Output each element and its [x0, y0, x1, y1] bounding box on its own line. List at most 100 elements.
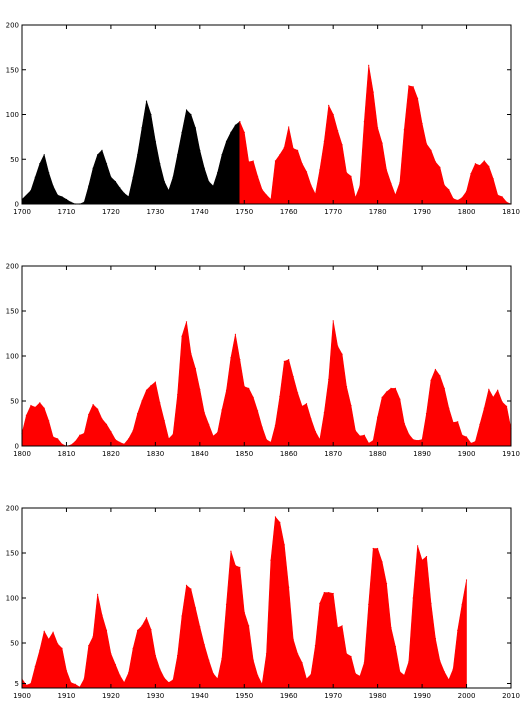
panel-3-series-1-point [314, 645, 316, 647]
panel-2-series-1-point [448, 407, 450, 409]
panel-1-series-1-point [212, 185, 214, 187]
panel-2-series-1-point [359, 435, 361, 437]
panel-1-series-2-point [337, 130, 339, 132]
panel-3-series-1-point [305, 678, 308, 680]
panel-2-series-1-point [43, 407, 45, 409]
panel-3-series-1-point [123, 682, 125, 684]
x-tick-label: 1820 [102, 450, 120, 458]
panel-2-series-1-point [145, 389, 148, 391]
panel-2-series-1-point [292, 376, 294, 378]
panel-3-series-1-area [21, 516, 467, 689]
panel-1-series-2-point [270, 198, 272, 201]
panel-3-series-1-point [421, 559, 423, 561]
x-tick-label: 1840 [191, 450, 209, 458]
panel-3-series-1-point [154, 655, 156, 657]
panel-2-series-1-point [506, 405, 508, 407]
panel-2: 1800 1810 1820 1830 1840 1850 1860 1870 1880 1890… [6, 263, 520, 459]
panel-3-series-1-point [332, 592, 334, 595]
panel-2-series-1-point [274, 424, 276, 426]
panel-2-series-1-point [425, 413, 428, 415]
panel-2-series-1-point [412, 439, 414, 441]
x-tick-label: 1810 [502, 208, 520, 216]
panel-1-series-1-point [141, 127, 143, 129]
panel-2-series-1-point [417, 440, 419, 442]
panel-1-series-2-point [288, 126, 290, 128]
panel-1-series-2-point [470, 173, 472, 175]
panel-1-series-1-point [199, 149, 201, 151]
panel-1-series-1-point [221, 154, 223, 156]
panel-3-series-1-point [430, 602, 432, 605]
panel-3-series-1-point [225, 603, 228, 605]
panel-2-series-1-point [381, 396, 383, 398]
panel-2-series-1-point [434, 368, 436, 371]
panel-2-series-1-point [199, 388, 201, 390]
panel-3-series-1-point [150, 628, 152, 631]
y-tick-label: 200 [6, 505, 19, 513]
panel-3-series-1-point [363, 662, 365, 664]
panel-2-series-1-point [385, 391, 388, 393]
panel-1-series-2-point [368, 64, 370, 66]
panel-3-series-1-point [43, 630, 45, 632]
panel-3-series-1-point [345, 653, 348, 655]
panel-1-series-2-point [399, 181, 401, 184]
panel-1-series-1-point [65, 198, 68, 201]
y-tick-label: 0 [15, 443, 19, 451]
panel-1-series-2-point [497, 194, 499, 196]
panel-1-series-1-point [34, 176, 36, 178]
panel-3-series-1-point [30, 682, 32, 685]
panel-2-series-1-point [230, 357, 232, 359]
panel-1-series-1-point [132, 176, 134, 178]
panel-1-series-2-point [252, 160, 254, 162]
panel-2-series-1-point [483, 407, 485, 409]
panel-3-series-1-point [92, 636, 94, 638]
panel-1-series-2-point [483, 160, 485, 162]
panel-3-series-1-point [248, 625, 250, 627]
panel-2-series-1-point [105, 423, 108, 425]
x-tick-label: 1740 [191, 208, 209, 216]
panel-1-series-1-point [137, 154, 139, 156]
panel-3-series-1-point [265, 653, 268, 655]
panel-1-series-1-point [154, 140, 156, 142]
panel-3-series-1-point [243, 611, 245, 614]
panel-3-series-1-point [425, 556, 428, 558]
panel-1-series-1-point [30, 190, 32, 192]
y-tick-label: 150 [6, 308, 19, 316]
y-tick-label: 50 [10, 156, 19, 164]
panel-2-series-1-point [465, 436, 468, 438]
panel-2-series-1-point [97, 408, 99, 410]
panel-3-series-1-point [408, 661, 410, 663]
panel-1-series-2-point [457, 199, 459, 201]
panel-3-series-1-point [412, 597, 414, 599]
panel-2-series-1-point [185, 321, 188, 323]
panel-2-series-1-point [168, 438, 170, 440]
panel-2-series-1-point [208, 423, 210, 425]
panel-1-series-2-point [292, 147, 294, 150]
panel-1-series-1-point [177, 154, 179, 156]
panel-3-series-1-point [208, 659, 210, 661]
panel-2-series-1-point [319, 439, 321, 441]
panel-2-series-1-point [48, 420, 50, 422]
panel-3-series-1-point [48, 638, 50, 641]
panel-2-series-1-point [34, 406, 36, 408]
panel-1-series-2-point [265, 194, 268, 196]
panel-3-series-1-point [297, 653, 299, 655]
panel-3-series-1-point [97, 593, 99, 596]
panel-3-series-1-point [101, 614, 103, 616]
panel-3-series-1-point [110, 653, 112, 655]
x-tick-label: 2000 [458, 692, 476, 700]
x-tick-label: 1760 [280, 208, 298, 216]
panel-1-series-1-point [48, 172, 50, 174]
panel-3-series-1-point [203, 644, 205, 646]
panel-2-series-1-point [257, 410, 259, 412]
panel-2-series-1-point [252, 396, 254, 398]
panel-1-series-2-point [354, 197, 356, 199]
panel-2-series-1-point [301, 405, 303, 407]
panel-1-series-1-point [105, 163, 108, 165]
panel-1-series-2-point [474, 163, 476, 165]
panel-3-series-1-point [261, 683, 263, 686]
panel-3-series-1-point [288, 586, 290, 588]
x-tick-label: 1960 [280, 692, 298, 700]
x-tick-label: 1890 [413, 450, 431, 458]
panel-1-series-2-point [283, 147, 285, 149]
